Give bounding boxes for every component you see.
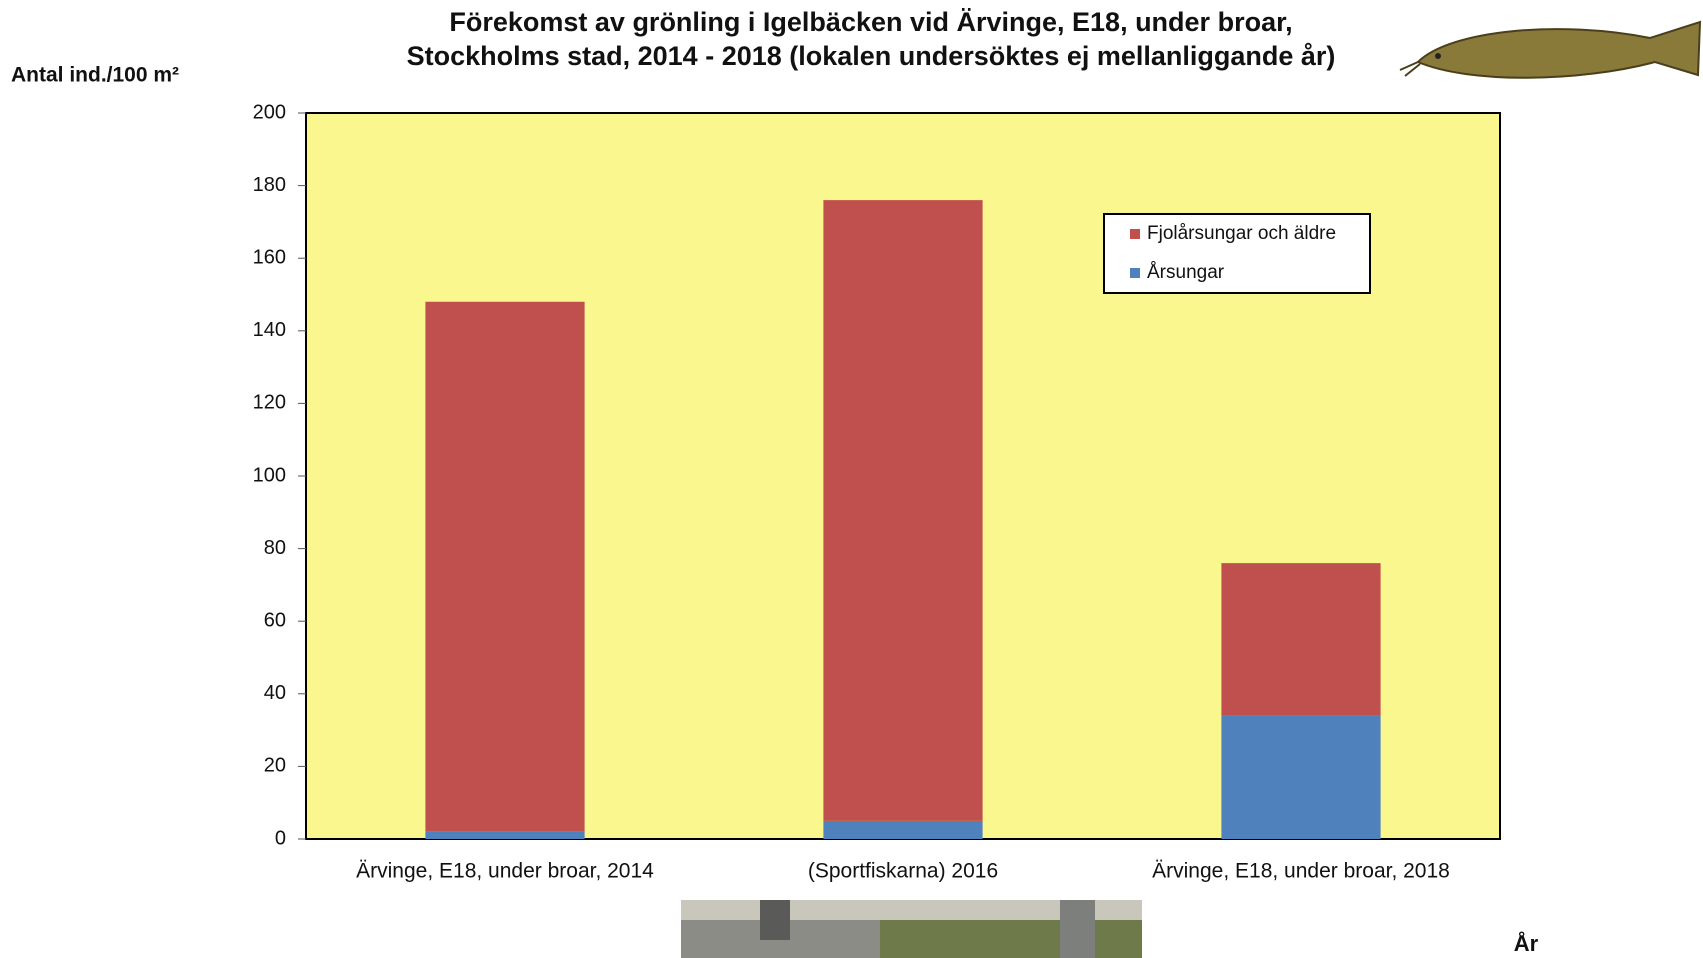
legend-swatch (1130, 229, 1140, 239)
legend-label: Årsungar (1147, 262, 1225, 283)
y-tick-label: 80 (264, 537, 286, 559)
legend-label: Fjolårsungar och äldre (1147, 223, 1336, 244)
x-tick-label: (Sportfiskarna) 2016 (808, 860, 998, 883)
y-tick-label: 60 (264, 609, 286, 631)
y-axis-label: Antal ind./100 m² (11, 64, 179, 87)
x-tick-label: Ärvinge, E18, under broar, 2018 (1152, 860, 1450, 883)
y-tick-label: 160 (253, 246, 286, 268)
x-axis-label: År (1514, 930, 1539, 956)
photo (681, 900, 1142, 958)
y-tick-label: 20 (264, 755, 286, 777)
bar-segment (1221, 563, 1381, 716)
legend-swatch (1130, 268, 1140, 278)
fish-illustration (1399, 20, 1702, 79)
legend: Fjolårsungar och äldre Årsungar (1103, 213, 1371, 294)
bar-segment (1221, 715, 1381, 839)
y-tick-label: 100 (253, 464, 286, 486)
y-tick-label: 0 (275, 827, 286, 849)
legend-box (1103, 213, 1371, 294)
y-tick-label: 200 (253, 101, 286, 123)
bar-segment (823, 820, 983, 839)
y-tick-label: 140 (253, 319, 286, 341)
y-tick-label: 180 (253, 174, 286, 196)
y-tick-label: 40 (264, 682, 286, 704)
chart-title: Förekomst av grönling i Igelbäcken vid Ä… (449, 7, 1292, 37)
y-tick-label: 120 (253, 392, 286, 414)
bar-segment (425, 831, 585, 839)
bar-segment (425, 301, 585, 832)
bar-segment (823, 200, 983, 821)
chart-title: Stockholms stad, 2014 - 2018 (lokalen un… (407, 41, 1336, 71)
x-tick-label: Ärvinge, E18, under broar, 2014 (356, 860, 654, 883)
